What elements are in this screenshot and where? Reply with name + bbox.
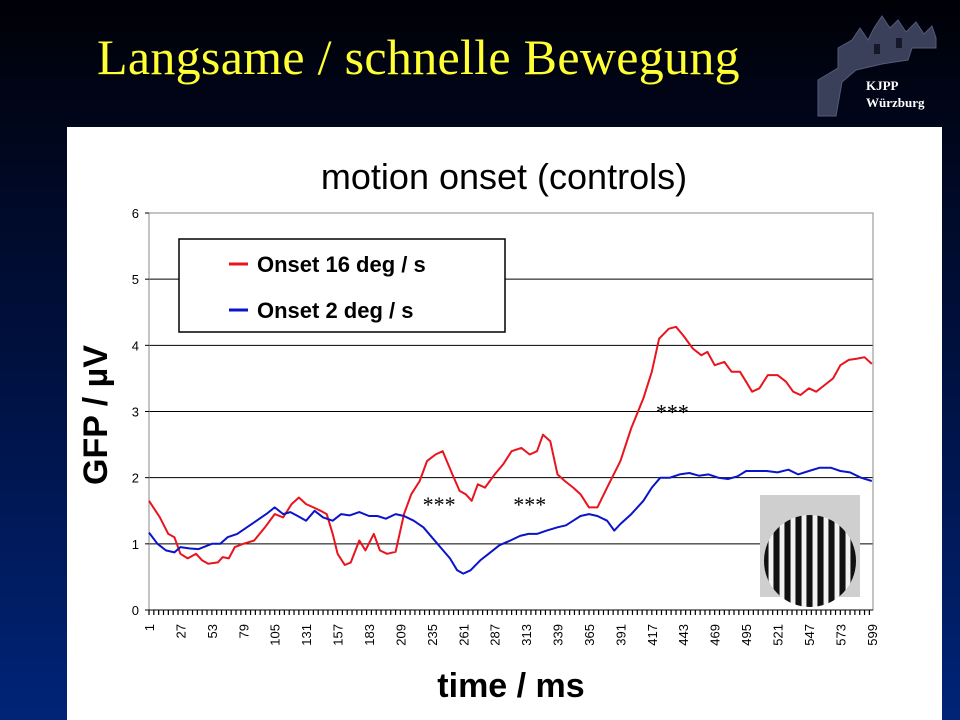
xtick-label: 339 [551,624,566,646]
ytick-label: 0 [132,603,139,618]
ytick-label: 1 [132,537,139,552]
chart-panel: motion onset (controls) 1 27 53 79 105 131 157… [67,127,942,720]
ytick-label: 5 [132,272,139,287]
xtick-label: 53 [205,624,220,638]
ytick-label: 3 [132,405,139,420]
xtick-label: 235 [425,624,440,646]
xtick-label: 443 [676,624,691,646]
legend-label-2deg: Onset 2 deg / s [257,298,414,323]
xtick-label: 469 [708,624,723,646]
gfp-line-chart: motion onset (controls) 1 27 53 79 105 131 157… [77,156,880,705]
xtick-label: 105 [268,624,283,646]
x-axis-label: time / ms [437,667,584,705]
legend-label-16deg: Onset 16 deg / s [257,252,426,277]
vertical-grating-stimulus-icon [760,495,860,607]
xtick-label: 131 [299,624,314,646]
xtick-label: 313 [519,624,534,646]
series-line-0 [148,325,873,566]
slide-title: Langsame / schnelle Bewegung [97,29,740,85]
y-axis-label: GFP / µV [77,345,115,485]
xtick-label: 573 [833,624,848,646]
significance-annotation-1: *** [513,492,546,517]
xtick-label: 495 [739,624,754,646]
xtick-label: 261 [456,624,471,646]
logo-line2: Würzburg [866,95,925,110]
ytick-label: 6 [132,206,139,221]
xtick-label: 365 [582,624,597,646]
xtick-label: 391 [613,624,628,646]
significance-annotation-2: *** [656,400,689,425]
legend: Onset 16 deg / s Onset 2 deg / s [178,238,506,333]
legend-box [178,238,506,333]
xtick-label: 209 [393,624,408,646]
ytick-label: 2 [132,471,139,486]
significance-annotation-0: *** [423,492,456,517]
xtick-label: 79 [236,624,251,638]
xtick-label: 183 [362,624,377,646]
xtick-label: 547 [802,624,817,646]
xtick-label: 521 [771,624,786,646]
xtick-label: 287 [488,624,503,646]
chart-title: motion onset (controls) [321,156,687,197]
series-line-1 [148,466,873,575]
logo-line1: KJPP [866,78,899,93]
ytick-label: 4 [132,338,139,353]
castle-logo-icon [817,15,937,117]
xtick-label: 599 [865,624,880,646]
xtick-label: 1 [142,624,157,631]
xtick-label: 417 [645,624,660,646]
xtick-label: 27 [173,624,188,638]
xtick-label: 157 [331,624,346,646]
